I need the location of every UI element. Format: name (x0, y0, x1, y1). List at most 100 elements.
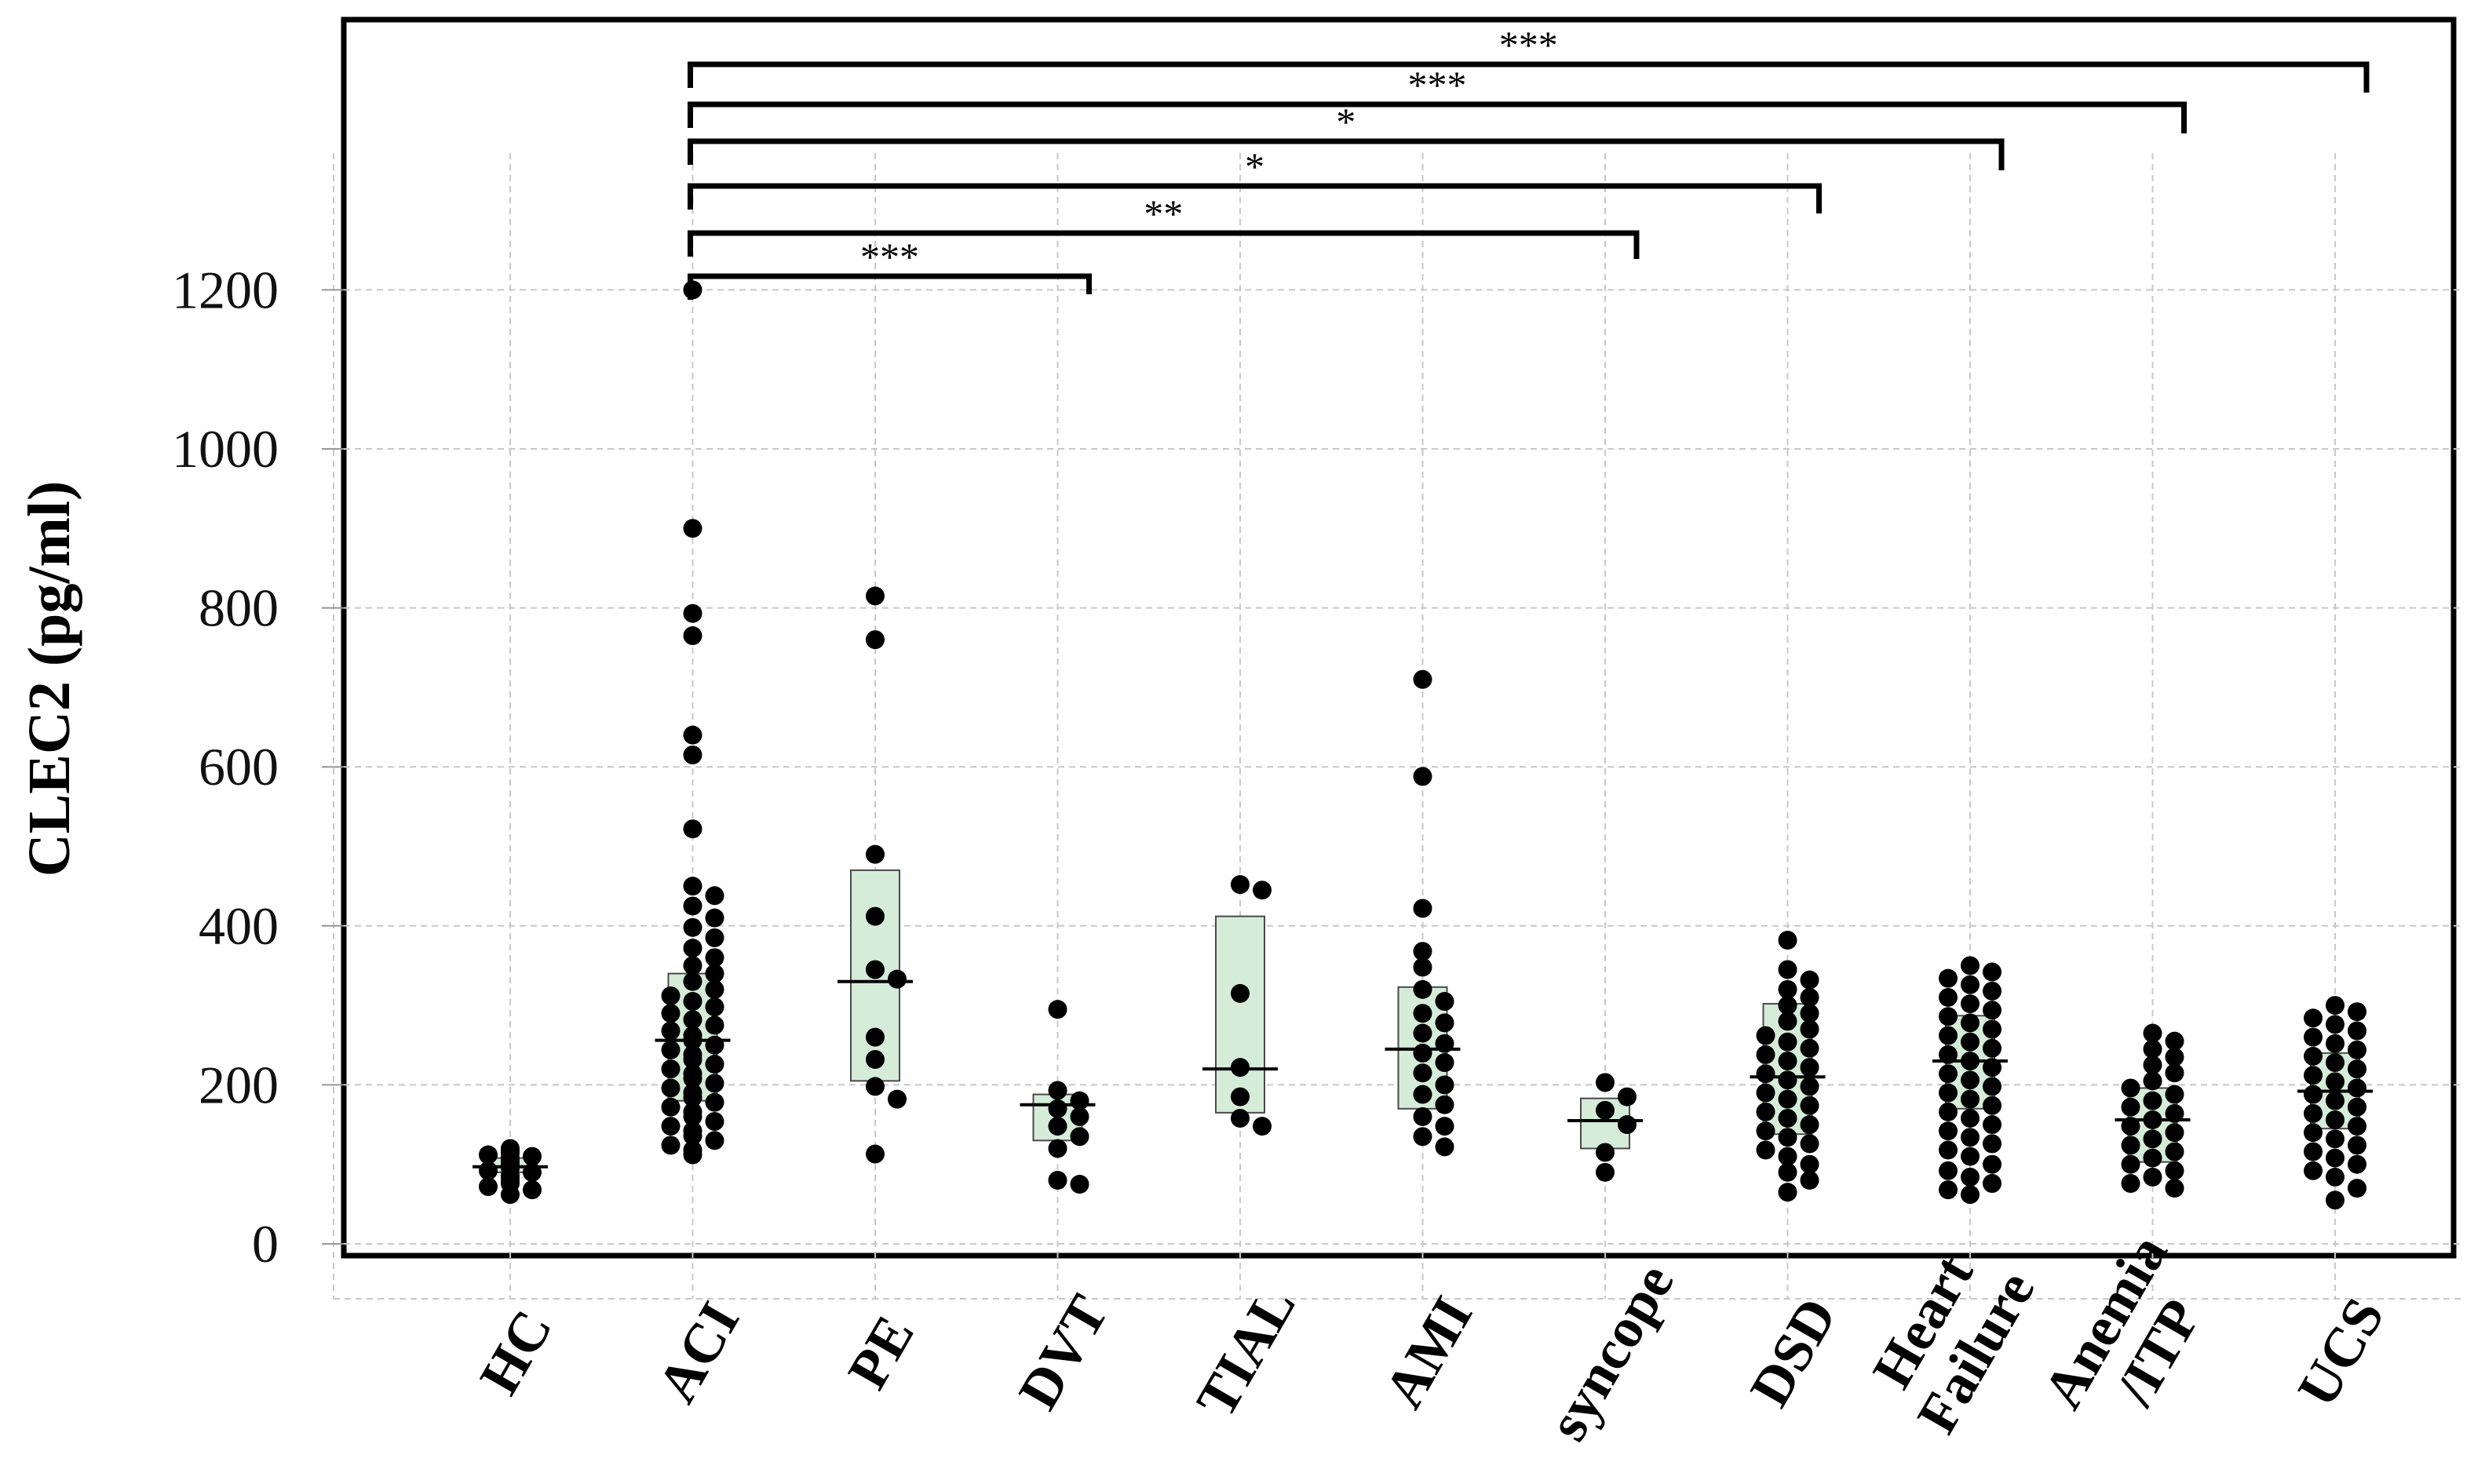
data-point (1413, 1023, 1432, 1043)
data-point (1939, 1140, 1958, 1160)
data-point (866, 1027, 885, 1047)
data-point (866, 1049, 885, 1069)
data-point (1048, 1170, 1067, 1190)
data-point (1413, 979, 1432, 999)
x-tick-label-group: PE (836, 1305, 926, 1399)
data-point (2121, 1154, 2140, 1174)
data-point (2326, 1110, 2345, 1129)
data-point (683, 819, 702, 839)
data-point (1435, 1013, 1454, 1033)
significance-bracket (688, 230, 1640, 259)
data-point (705, 1035, 724, 1055)
data-point (2326, 1091, 2345, 1110)
y-tick-label: 600 (199, 737, 279, 797)
x-tick-label-group: ACI (645, 1292, 751, 1413)
data-point (1939, 1045, 1958, 1064)
x-tick-label-group: HC (468, 1300, 564, 1405)
data-point (683, 1069, 702, 1088)
data-point (2143, 1129, 2162, 1149)
data-point (2304, 1161, 2323, 1180)
data-point (2143, 1023, 2162, 1043)
data-point (2348, 1040, 2366, 1059)
data-point (1618, 1115, 1637, 1135)
data-point (1618, 1087, 1637, 1107)
data-point (1435, 1095, 1454, 1114)
data-point (2143, 1056, 2162, 1075)
data-point (705, 1111, 724, 1131)
data-point (2121, 1117, 2140, 1136)
data-point (1778, 1128, 1797, 1147)
data-point (683, 896, 702, 916)
data-point (1800, 1154, 1819, 1174)
iqr-box (1215, 915, 1265, 1114)
plot-frame (341, 16, 2457, 1259)
data-point (2121, 1136, 2140, 1155)
data-point (501, 1139, 520, 1158)
significance-label: *** (860, 235, 919, 279)
data-point (1596, 1162, 1615, 1182)
data-point (2326, 1148, 2345, 1168)
data-point (683, 1049, 702, 1069)
x-tick-label-group: syncope (1536, 1253, 1686, 1450)
data-point (1778, 1012, 1797, 1031)
data-point (705, 979, 724, 999)
data-point (1800, 1058, 1819, 1077)
data-point (1231, 875, 1250, 895)
data-point (1939, 1064, 1958, 1084)
data-point (1778, 931, 1797, 950)
data-point (1939, 1083, 1958, 1103)
data-point (1756, 1140, 1775, 1160)
data-point (683, 519, 702, 538)
y-axis-ticks: 0 200 400 600 800 1000 1200 (172, 260, 344, 1274)
data-point (1070, 1127, 1089, 1147)
data-point (2348, 1117, 2366, 1136)
data-point (683, 877, 702, 896)
data-point (1983, 1134, 2002, 1154)
data-point (2326, 1190, 2345, 1210)
x-tick-label: DSD (1738, 1288, 1848, 1417)
data-point (1800, 1038, 1819, 1058)
data-point (2165, 1063, 2184, 1083)
x-tick-label: syncope (1536, 1253, 1686, 1450)
data-point (1800, 1134, 1819, 1154)
data-point (1435, 1117, 1454, 1136)
data-point (683, 1145, 702, 1165)
data-point (1413, 899, 1432, 918)
data-point (1983, 1038, 2002, 1058)
data-point (2165, 1103, 2184, 1123)
data-point (1961, 1147, 1980, 1166)
data-point (661, 1021, 681, 1041)
data-point (1596, 1143, 1615, 1162)
data-point (2304, 1103, 2323, 1123)
data-point (866, 1144, 885, 1164)
data-point (683, 939, 702, 958)
y-tick-label: 400 (199, 896, 279, 956)
data-point (1939, 1121, 1958, 1141)
data-point (1800, 1115, 1819, 1135)
data-point (1983, 1096, 2002, 1115)
data-point (683, 626, 702, 646)
data-point (2143, 1110, 2162, 1129)
data-point (2326, 1053, 2345, 1073)
data-point (1435, 1053, 1454, 1073)
data-point (1939, 1007, 1958, 1026)
data-point (1961, 1052, 1980, 1071)
data-point (1800, 1170, 1819, 1190)
data-point (1800, 1019, 1819, 1039)
x-tick-label-group: AMI (1372, 1286, 1484, 1418)
data-point (1983, 1001, 2002, 1020)
data-point (2348, 1078, 2366, 1098)
data-point (2326, 1072, 2345, 1092)
data-point (1800, 1004, 1819, 1023)
data-point (1413, 942, 1432, 961)
data-point (2348, 1136, 2366, 1155)
data-point (1231, 1108, 1250, 1128)
data-point (1778, 960, 1797, 979)
data-point (1800, 970, 1819, 990)
y-tick-label: 0 (252, 1214, 279, 1274)
data-point (1778, 979, 1797, 999)
data-point (1983, 1019, 2002, 1039)
data-point (1939, 1026, 1958, 1045)
data-point (866, 844, 885, 864)
